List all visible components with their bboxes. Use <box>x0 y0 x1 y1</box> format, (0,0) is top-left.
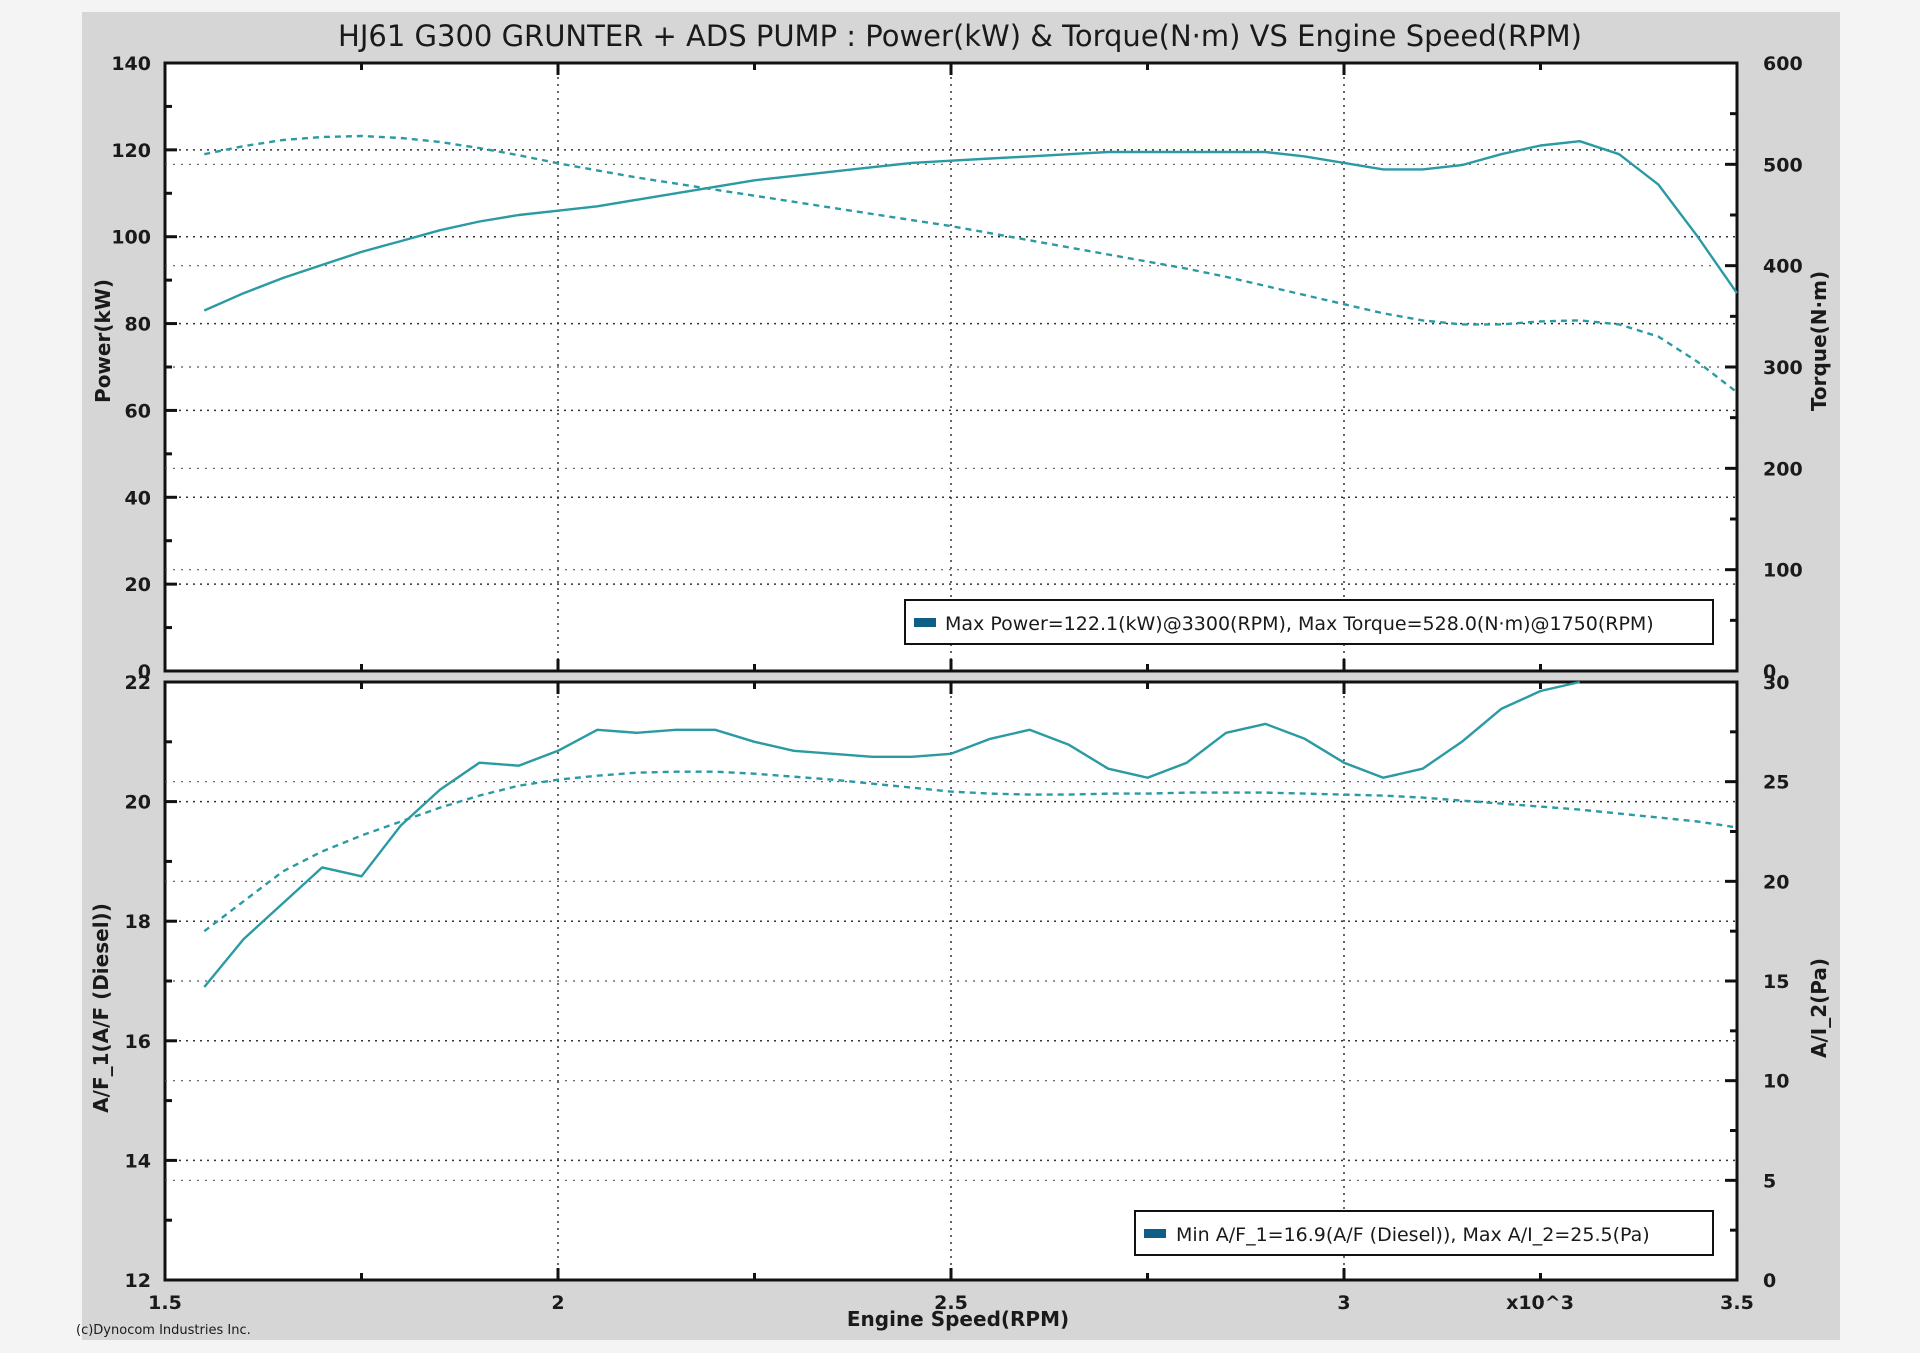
bottom-legend-swatch <box>1144 1229 1166 1238</box>
chart-title: HJ61 G300 GRUNTER + ADS PUMP : Power(kW)… <box>338 19 1582 53</box>
bottom-tick-marks <box>163 680 1739 1282</box>
top-legend-box <box>904 599 1714 645</box>
x-tick-label: 2.5 <box>934 1292 968 1314</box>
top-ytick-label: 60 <box>125 400 151 422</box>
bottom-legend-text: Min A/F_1=16.9(A/F (Diesel)), Max A/I_2=… <box>1176 1224 1650 1246</box>
top-ytick-label: 80 <box>125 314 151 336</box>
ai-axis-label: A/I_2(Pa) <box>1807 958 1831 1058</box>
top-y2tick-label: 200 <box>1763 458 1803 480</box>
a-f-1-line <box>203 680 1581 988</box>
top-ytick-label: 120 <box>111 140 151 162</box>
top-legend: Max Power=122.1(kW)@3300(RPM), Max Torqu… <box>904 599 1714 645</box>
top-series <box>203 134 1738 394</box>
top-legend-swatch <box>914 618 936 627</box>
top-left-tick-labels: 0 20 40 60 80 100 120 140 <box>111 53 151 683</box>
a-i-2-line <box>203 770 1738 933</box>
bottom-y2tick-label: 10 <box>1763 1071 1789 1093</box>
top-ytick-label: 0 <box>138 661 151 683</box>
bottom-left-tick-labels: 12 14 16 18 20 22 <box>125 672 151 1292</box>
x-tick-label: 1.5 <box>148 1292 182 1314</box>
bottom-legend-box <box>1134 1210 1714 1256</box>
bottom-y2tick-label: 5 <box>1763 1170 1776 1192</box>
top-y2tick-label: 500 <box>1763 154 1803 176</box>
top-ytick-label: 100 <box>111 227 151 249</box>
copyright-credit: (c)Dynocom Industries Inc. <box>76 1323 251 1338</box>
top-right-tick-labels: 0 100 200 300 400 500 600 <box>1763 53 1803 683</box>
power-axis-label: Power(kW) <box>91 279 115 403</box>
bottom-ytick-label: 12 <box>125 1270 151 1292</box>
af-ai-panel: 12 14 16 18 20 22 0 5 10 15 20 25 30 1.5 2 2.5 3 3.5 x1… <box>89 672 1831 1331</box>
bottom-ytick-label: 20 <box>125 792 151 814</box>
torque-line <box>204 134 1738 394</box>
top-y2tick-label: 100 <box>1763 560 1803 582</box>
x-multiplier-label: x10^3 <box>1506 1292 1574 1314</box>
x-tick-label: 2 <box>551 1292 564 1314</box>
power-line <box>203 139 1738 312</box>
top-legend-text: Max Power=122.1(kW)@3300(RPM), Max Torqu… <box>945 613 1654 635</box>
bottom-ytick-label: 22 <box>125 672 151 694</box>
top-y2tick-label: 300 <box>1763 357 1803 379</box>
bottom-ytick-label: 16 <box>125 1031 151 1053</box>
top-ytick-label: 20 <box>125 574 151 596</box>
top-ytick-label: 40 <box>125 487 151 509</box>
bottom-y2tick-label: 30 <box>1763 672 1789 694</box>
top-y2tick-label: 600 <box>1763 53 1803 75</box>
x-tick-label: 3.5 <box>1720 1292 1754 1314</box>
bottom-series <box>203 680 1738 988</box>
top-ytick-label: 140 <box>111 53 151 75</box>
bottom-legend: Min A/F_1=16.9(A/F (Diesel)), Max A/I_2=… <box>1134 1210 1714 1256</box>
torque-axis-label: Torque(N·m) <box>1807 271 1831 411</box>
bottom-right-tick-labels: 0 5 10 15 20 25 30 <box>1763 672 1789 1292</box>
x-tick-label: 3 <box>1337 1292 1350 1314</box>
bottom-y2tick-label: 15 <box>1763 971 1789 993</box>
top-tick-marks <box>163 61 1739 673</box>
x-axis-label: Engine Speed(RPM) <box>847 1307 1069 1331</box>
bottom-grid <box>165 682 1737 1280</box>
af-axis-label: A/F_1(A/F (Diesel)) <box>89 903 113 1113</box>
x-tick-labels: 1.5 2 2.5 3 3.5 <box>148 1292 1754 1314</box>
bottom-y2tick-label: 0 <box>1763 1270 1776 1292</box>
power-torque-panel: 0 20 40 60 80 100 120 140 0 100 200 300 400 500 600 P… <box>91 53 1831 683</box>
bottom-y2tick-label: 25 <box>1763 772 1789 794</box>
bottom-y2tick-label: 20 <box>1763 871 1789 893</box>
bottom-ytick-label: 14 <box>125 1150 151 1172</box>
top-y2tick-label: 400 <box>1763 256 1803 278</box>
bottom-ytick-label: 18 <box>125 911 151 933</box>
top-y2tick-label: 0 <box>1763 661 1776 683</box>
